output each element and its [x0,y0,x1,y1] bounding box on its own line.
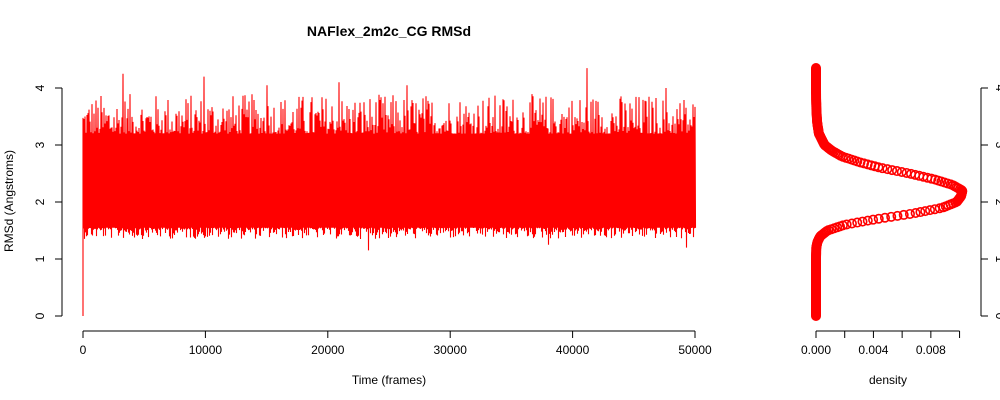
density-y-tick-label: 4 [993,85,1000,92]
rmsd-dense-band [84,142,695,225]
x-tick-label: 10000 [189,343,223,357]
x-tick-label: 50000 [678,343,712,357]
density-point [904,208,915,219]
x-axis-label: Time (frames) [352,373,426,387]
density-x-tick-label: 0.008 [916,343,946,357]
density-point [915,207,926,218]
density-point [868,214,879,225]
x-tick-label: 30000 [434,343,468,357]
y-tick-label: 1 [33,255,47,262]
density-point [887,165,898,176]
density-point [862,215,873,226]
density-point [846,218,857,229]
density-point [841,219,852,230]
density-point [879,212,890,223]
density-x-axis-label: density [869,373,907,387]
y-axis: 0 1 2 3 4 [33,84,63,319]
density-point [873,213,884,224]
x-tick-label: 20000 [311,343,345,357]
density-point [810,63,821,74]
density-y-tick-label: 1 [993,256,1000,263]
density-x-tick-label: 0.000 [801,343,831,357]
rmsd-series [82,68,697,316]
density-x-tick-label: 0.004 [858,343,888,357]
y-tick-label: 3 [33,141,47,148]
density-point [896,167,907,178]
y-axis-label: RMSd (Angstroms) [2,150,16,252]
density-point [857,216,868,227]
density-series [810,63,968,321]
density-y-tick-label: 2 [993,199,1000,206]
density-point [891,166,902,177]
y-tick-label: 0 [33,312,47,319]
time-series-panel: NAFlex_2m2c_CG RMSd Time (frames) RMSd (… [2,23,712,387]
density-point [882,164,893,175]
density-point [898,209,909,220]
density-panel: density 0.000 0.004 0.008 0 1 2 3 4 [801,63,1000,387]
y-tick-label: 2 [33,198,47,205]
density-point [892,210,903,221]
density-point [852,217,863,228]
density-point [925,205,936,216]
density-y-tick-label: 3 [993,142,1000,149]
x-axis: 0 10000 20000 30000 40000 50000 [80,330,712,357]
density-point [901,167,912,178]
density-y-axis: 0 1 2 3 4 [980,85,1000,320]
y-tick-label: 4 [33,84,47,91]
density-point [886,211,897,222]
density-point [906,168,917,179]
x-tick-label: 0 [80,343,87,357]
density-y-tick-label: 0 [993,313,1000,320]
density-point [910,208,921,219]
density-point [920,206,931,217]
x-tick-label: 40000 [556,343,590,357]
chart-title: NAFlex_2m2c_CG RMSd [307,23,471,39]
density-x-axis: 0.000 0.004 0.008 [801,330,961,357]
